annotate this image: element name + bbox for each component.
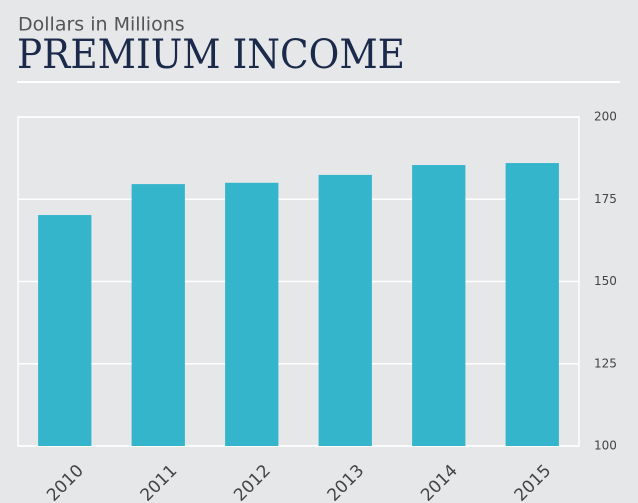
y-tick-label: 150 (594, 274, 617, 288)
bar (38, 215, 92, 446)
bar (225, 182, 279, 447)
y-tick-label: 100 (594, 439, 617, 453)
y-tick-label: 125 (594, 356, 617, 370)
chart-title: PREMIUM INCOME (17, 32, 405, 78)
bar (318, 174, 372, 447)
bar (131, 184, 185, 446)
bar (412, 165, 466, 446)
bar (505, 163, 559, 446)
y-tick-label: 175 (594, 192, 617, 206)
y-tick-label: 200 (594, 110, 617, 124)
chart-subtitle: Dollars in Millions (18, 14, 185, 36)
